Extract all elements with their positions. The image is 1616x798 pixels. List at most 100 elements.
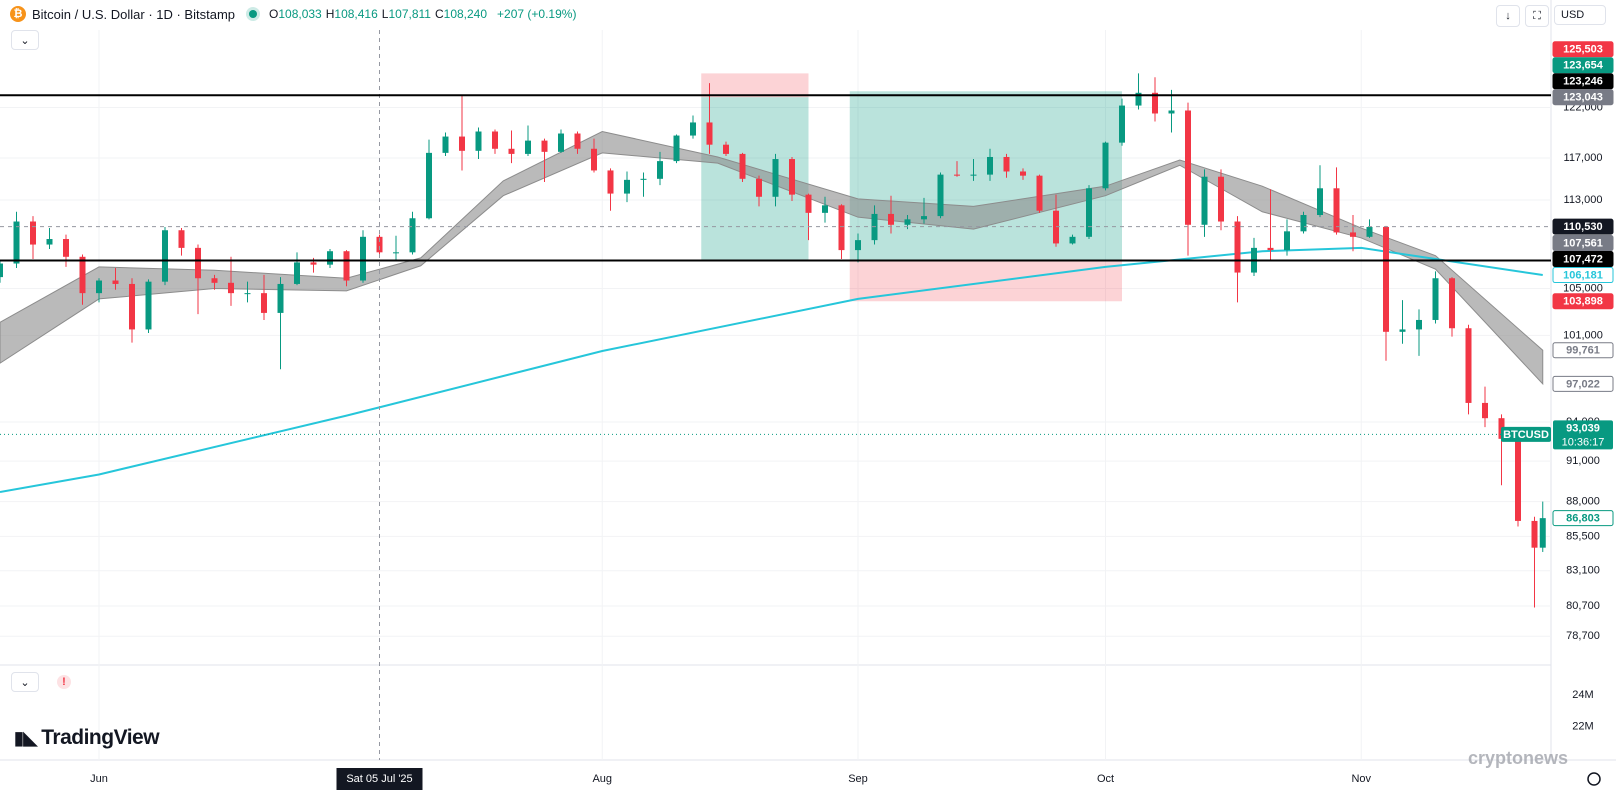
price-tag-label: 123,246 — [1563, 76, 1603, 88]
countdown-label: 10:36:17 — [1562, 436, 1605, 448]
y-tick-label: 78,700 — [1566, 630, 1600, 642]
candle-body — [1234, 221, 1241, 273]
candle-body — [1036, 175, 1043, 211]
price-tag-label: 99,761 — [1566, 345, 1600, 357]
candle-body — [607, 170, 614, 194]
candle-body — [1284, 231, 1290, 251]
symbol-tag — [1501, 426, 1551, 442]
candle-body — [1449, 278, 1455, 329]
candle-body — [195, 247, 201, 279]
symbol-title[interactable]: Bitcoin / U.S. Dollar · 1D · Bitstamp — [32, 6, 235, 22]
x-tick-label: Sep — [848, 773, 868, 785]
price-tag-label: 107,561 — [1563, 237, 1603, 249]
alert-icon[interactable]: ! — [57, 675, 71, 689]
candle-body — [1333, 188, 1340, 233]
price-tag — [1552, 251, 1614, 268]
candle-body — [1102, 142, 1109, 189]
candle-body — [937, 174, 944, 217]
price-tag-label: 110,530 — [1563, 221, 1602, 233]
y-tick-label: 85,500 — [1566, 530, 1600, 542]
price-tag-label: 125,503 — [1563, 44, 1603, 56]
collapse-volume-button[interactable]: ⌄ — [11, 672, 39, 692]
candle-body — [475, 131, 482, 151]
candle-body — [30, 221, 36, 245]
price-tag — [1552, 375, 1614, 392]
candle-body — [96, 280, 102, 294]
candle-body — [46, 239, 53, 245]
candle-body — [1003, 156, 1010, 172]
candle-body — [244, 293, 251, 295]
price-tag — [1552, 342, 1614, 359]
candle-body — [541, 140, 548, 152]
ohlc-value: 108,240 — [443, 7, 488, 21]
collapse-button[interactable]: ⌄ — [11, 30, 39, 50]
watermark: cryptonews — [1468, 748, 1569, 768]
crosshair-date-box — [336, 768, 423, 790]
candle-body — [855, 240, 861, 251]
price-tag-label: 123,654 — [1563, 60, 1604, 72]
candle-body — [1020, 171, 1026, 176]
candle-body — [211, 278, 218, 283]
ma-ribbon — [0, 130, 1544, 386]
candle-body — [13, 221, 20, 264]
target-zone — [849, 91, 1122, 261]
candle-body — [393, 252, 399, 254]
fullscreen-button[interactable]: ⛶ — [1525, 5, 1549, 27]
candle-body — [1218, 176, 1224, 222]
candle-body — [1465, 328, 1472, 403]
candle-body — [1515, 438, 1521, 521]
candle-body — [376, 236, 383, 253]
candle-body — [954, 174, 960, 176]
candle-body — [921, 216, 927, 220]
candle-body — [63, 239, 69, 257]
candle-body — [1416, 319, 1422, 330]
volume-tick-label: 22M — [1572, 721, 1593, 733]
price-tag — [1552, 218, 1614, 235]
ohlc-value: 107,811 — [388, 7, 431, 21]
currency-button[interactable]: USD — [1554, 5, 1606, 25]
settings-icon[interactable] — [1587, 772, 1601, 786]
candle-body — [360, 236, 366, 281]
price-tag — [1552, 73, 1614, 90]
download-button[interactable]: ↓ — [1496, 5, 1520, 27]
candle-body — [574, 133, 581, 149]
bitcoin-icon: ₿ — [10, 6, 26, 22]
price-tag — [1552, 89, 1614, 106]
candle-body — [970, 174, 977, 176]
tradingview-logo[interactable]: ▮◣ TradingView — [14, 726, 160, 750]
last-price-tag — [1553, 420, 1613, 450]
candle-body — [1135, 92, 1142, 106]
candle-body — [723, 144, 729, 154]
price-tag — [1552, 235, 1614, 252]
y-tick-label: 88,000 — [1566, 495, 1600, 507]
candle-body — [888, 213, 894, 225]
price-tag-label: 107,472 — [1563, 253, 1603, 265]
candle-body — [0, 263, 3, 278]
candle-body — [343, 251, 350, 281]
ohlc-key: C — [434, 7, 444, 21]
change-value: +207 (+0.19%) — [497, 7, 577, 21]
price-tag-label: 86,803 — [1566, 513, 1600, 525]
candle-body — [640, 178, 647, 180]
candle-body — [904, 219, 911, 225]
candle-body — [1152, 92, 1158, 114]
candle-body — [145, 281, 152, 330]
candle-body — [310, 262, 317, 265]
stop-zone — [701, 73, 809, 98]
candle-body — [1119, 105, 1125, 143]
candle-body — [772, 159, 779, 197]
candle-body — [690, 122, 696, 136]
price-tag-label: 97,022 — [1566, 378, 1600, 390]
ohlc-item: H108,416 — [326, 7, 378, 21]
ohlc-values: O108,033 H108,416 L107,811 C108,240 — [269, 7, 491, 21]
candle-body — [79, 256, 86, 294]
price-tag — [1552, 267, 1614, 284]
candle-body — [442, 136, 449, 153]
ohlc-item: C108,240 — [435, 7, 487, 21]
candle-body — [739, 153, 746, 179]
price-tag — [1552, 41, 1614, 58]
candle-body — [1531, 520, 1538, 548]
candle-body — [657, 161, 663, 179]
candle-body — [838, 205, 845, 251]
